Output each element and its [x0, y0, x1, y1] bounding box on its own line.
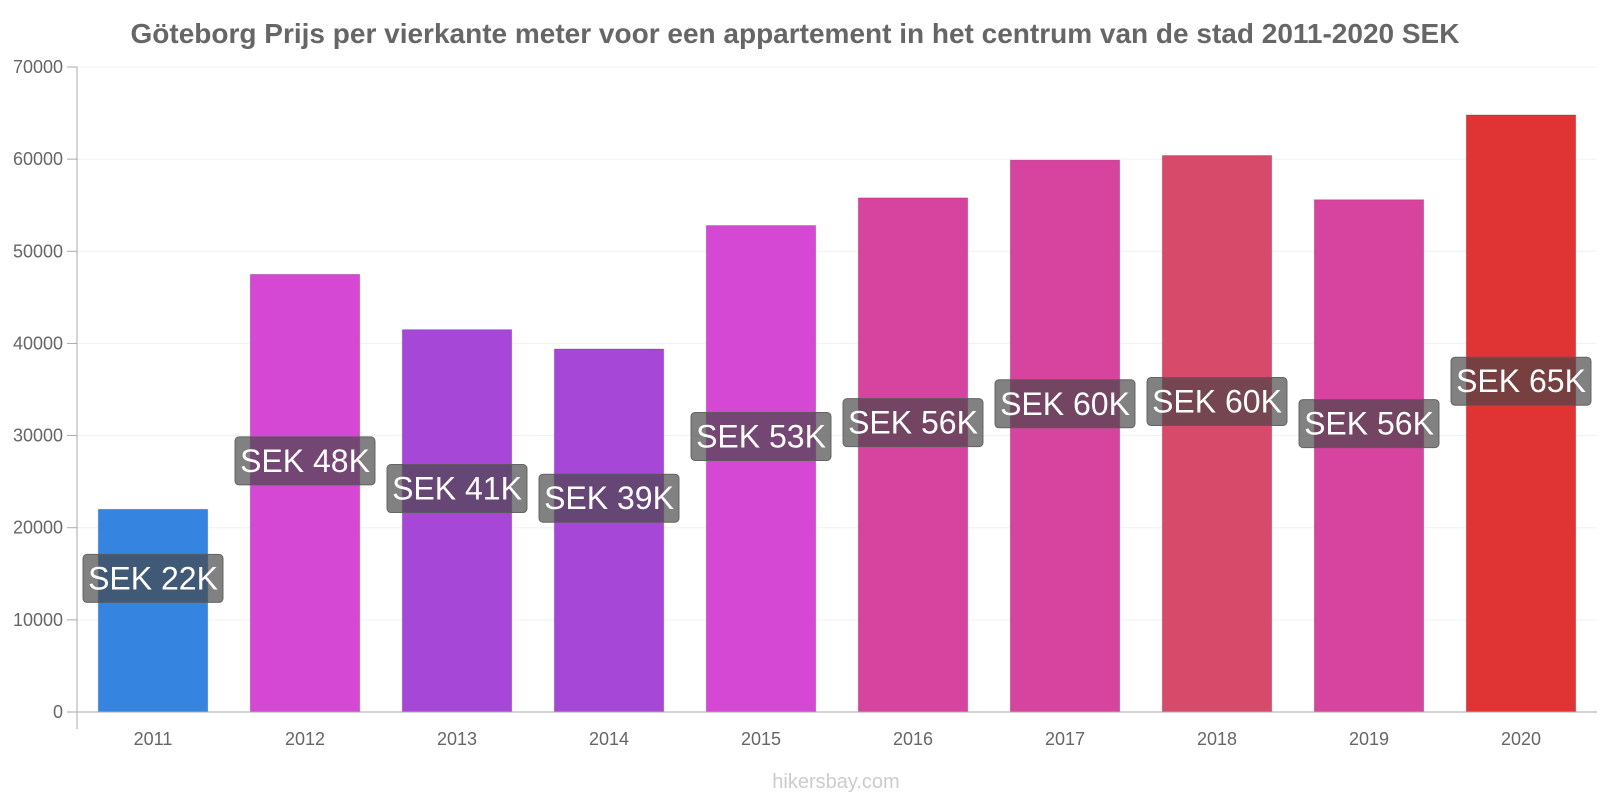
x-tick-label: 2016 — [893, 729, 933, 749]
y-tick-label: 30000 — [13, 426, 63, 446]
data-label-box — [234, 436, 376, 486]
data-label-text: SEK 56K — [848, 405, 978, 441]
data-label: SEK 39K — [538, 473, 680, 523]
x-tick-label: 2019 — [1349, 729, 1389, 749]
y-tick-label: 40000 — [13, 333, 63, 353]
data-label-text: SEK 60K — [1152, 383, 1282, 419]
data-label: SEK 60K — [1146, 376, 1288, 426]
bar-2018 — [1161, 154, 1273, 713]
data-label-box — [538, 473, 680, 523]
bar-2012 — [249, 273, 361, 713]
y-tick-label: 10000 — [13, 610, 63, 630]
x-tick-label: 2011 — [134, 729, 173, 749]
x-tick-label: 2018 — [1197, 729, 1237, 749]
data-label-box — [386, 464, 528, 514]
data-labels: SEK 22K SEK 48K SEK 41K SEK 39K SEK 53K SEK 5… — [82, 356, 1592, 603]
x-tick-label: 2012 — [285, 729, 325, 749]
data-label: SEK 41K — [386, 464, 528, 514]
x-tick-label: 2015 — [741, 729, 781, 749]
bar-2013 — [401, 329, 513, 713]
data-label-box — [1146, 376, 1288, 426]
y-axis: 0 10000 20000 30000 40000 50000 60000 70000 — [13, 57, 78, 729]
bar-2019 — [1313, 199, 1425, 713]
data-label-text: SEK 48K — [240, 443, 370, 479]
data-label: SEK 56K — [842, 398, 984, 448]
x-tick-label: 2014 — [589, 729, 629, 749]
bar-2011 — [97, 508, 209, 713]
data-label-text: SEK 65K — [1456, 363, 1586, 399]
bar-2015 — [705, 224, 817, 713]
x-tick-label: 2020 — [1501, 729, 1541, 749]
bar-2016 — [857, 197, 969, 713]
bars — [97, 114, 1577, 713]
data-label-box — [994, 379, 1136, 429]
y-tick-label: 20000 — [13, 518, 63, 538]
x-axis: 2011 2012 2013 2014 2015 2016 2017 2018 2019 2020 — [77, 711, 1597, 749]
data-label-text: SEK 22K — [88, 560, 218, 596]
bar-2014 — [553, 348, 665, 713]
data-label-text: SEK 41K — [392, 471, 522, 507]
data-label-text: SEK 53K — [696, 418, 826, 454]
data-label: SEK 48K — [234, 436, 376, 486]
y-tick-label: 50000 — [13, 241, 63, 261]
chart-title: Göteborg Prijs per vierkante meter voor … — [131, 18, 1460, 49]
bar-2020 — [1465, 114, 1577, 713]
data-label-text: SEK 56K — [1304, 406, 1434, 442]
data-label-box — [1298, 399, 1440, 449]
watermark: hikersbay.com — [772, 771, 899, 793]
bar-2017 — [1009, 159, 1121, 713]
data-label: SEK 65K — [1450, 356, 1592, 406]
y-tick-label: 70000 — [13, 57, 63, 77]
data-label-text: SEK 39K — [544, 480, 674, 516]
data-label: SEK 53K — [690, 411, 832, 461]
data-label: SEK 22K — [82, 553, 224, 603]
data-label-text: SEK 60K — [1000, 386, 1130, 422]
x-tick-label: 2017 — [1045, 729, 1085, 749]
data-label-box — [1450, 356, 1592, 406]
data-label-box — [690, 411, 832, 461]
y-tick-label: 0 — [53, 702, 63, 722]
x-tick-label: 2013 — [437, 729, 477, 749]
data-label: SEK 60K — [994, 379, 1136, 429]
y-tick-label: 60000 — [13, 149, 63, 169]
data-label-box — [82, 553, 224, 603]
data-label: SEK 56K — [1298, 399, 1440, 449]
data-label-box — [842, 398, 984, 448]
